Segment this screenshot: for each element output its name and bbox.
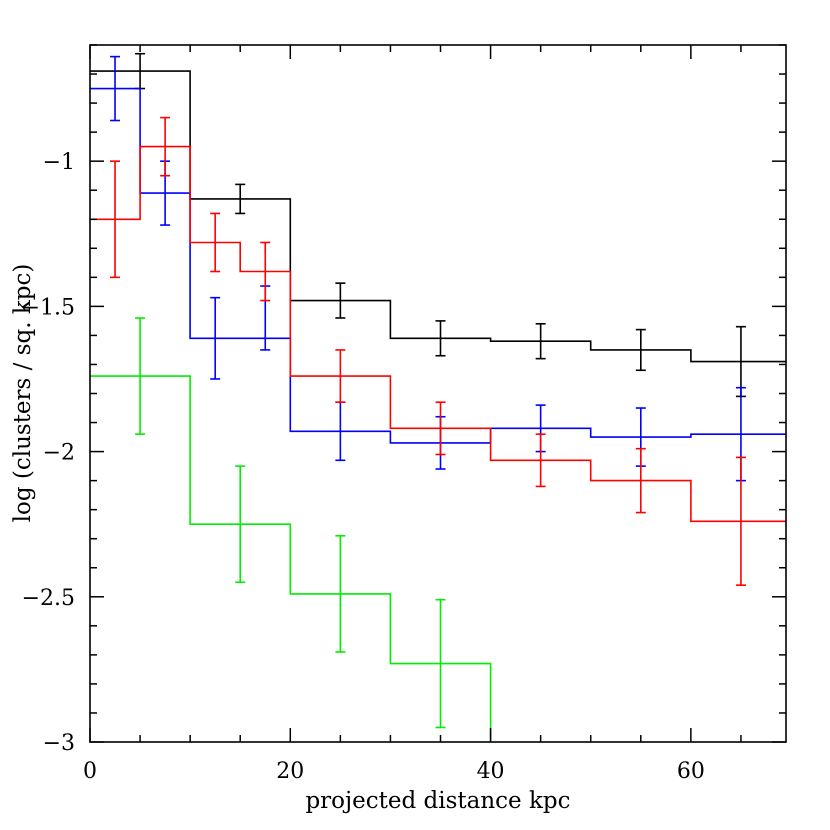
- series-green: [90, 317, 492, 742]
- errorbar-red-5: [435, 401, 446, 456]
- errorbar-black-1: [235, 183, 246, 215]
- errorbar-red-6: [535, 433, 546, 488]
- errorbar-red-7: [635, 447, 646, 514]
- series-blue-step: [90, 87, 786, 444]
- x-tick-label: 40: [477, 759, 505, 784]
- errorbar-green-3: [435, 598, 446, 729]
- errorbar-green-0: [135, 317, 146, 435]
- y-tick-labels: −1 −1.5 −2 −2.5 −3: [22, 150, 75, 756]
- series-red: [90, 116, 786, 586]
- y-tick-label: −2.5: [22, 586, 75, 611]
- errorbar-black-5: [635, 328, 646, 372]
- series-layer: [90, 52, 786, 742]
- series-black-step: [90, 70, 786, 363]
- errorbar-red-4: [335, 349, 346, 404]
- x-tick-label: 0: [83, 759, 97, 784]
- x-tick-labels: 0 20 40 60: [83, 759, 705, 784]
- y-tick-label: −3: [43, 731, 75, 756]
- errorbar-red-2: [210, 212, 221, 273]
- y-tick-label: −2: [43, 441, 75, 466]
- errorbar-black-4: [535, 322, 546, 360]
- errorbar-green-2: [335, 535, 346, 653]
- errorbar-red-0: [110, 160, 121, 279]
- errorbar-red-1: [160, 116, 171, 177]
- series-red-step: [90, 145, 786, 523]
- y-axis-title: log (clusters / sq. kpc): [10, 264, 36, 523]
- y-tick-label: −1: [43, 150, 75, 175]
- x-axis-title: projected distance kpc: [305, 788, 570, 814]
- plot-frame: [89, 44, 787, 743]
- series-green-step: [90, 375, 492, 742]
- y-tick-label: −1.5: [22, 295, 75, 320]
- ticks-layer: [89, 44, 786, 743]
- errorbar-black-3: [435, 320, 446, 357]
- errorbar-red-8: [735, 456, 746, 586]
- errorbar-blue-2: [210, 296, 221, 380]
- x-tick-label: 20: [276, 759, 304, 784]
- errorbar-red-3: [260, 241, 271, 302]
- errorbar-black-2: [335, 282, 346, 319]
- errorbar-blue-0: [110, 55, 121, 122]
- errorbar-green-1: [235, 465, 246, 584]
- series-black: [90, 52, 786, 398]
- x-tick-label: 60: [677, 759, 705, 784]
- series-blue: [90, 55, 786, 482]
